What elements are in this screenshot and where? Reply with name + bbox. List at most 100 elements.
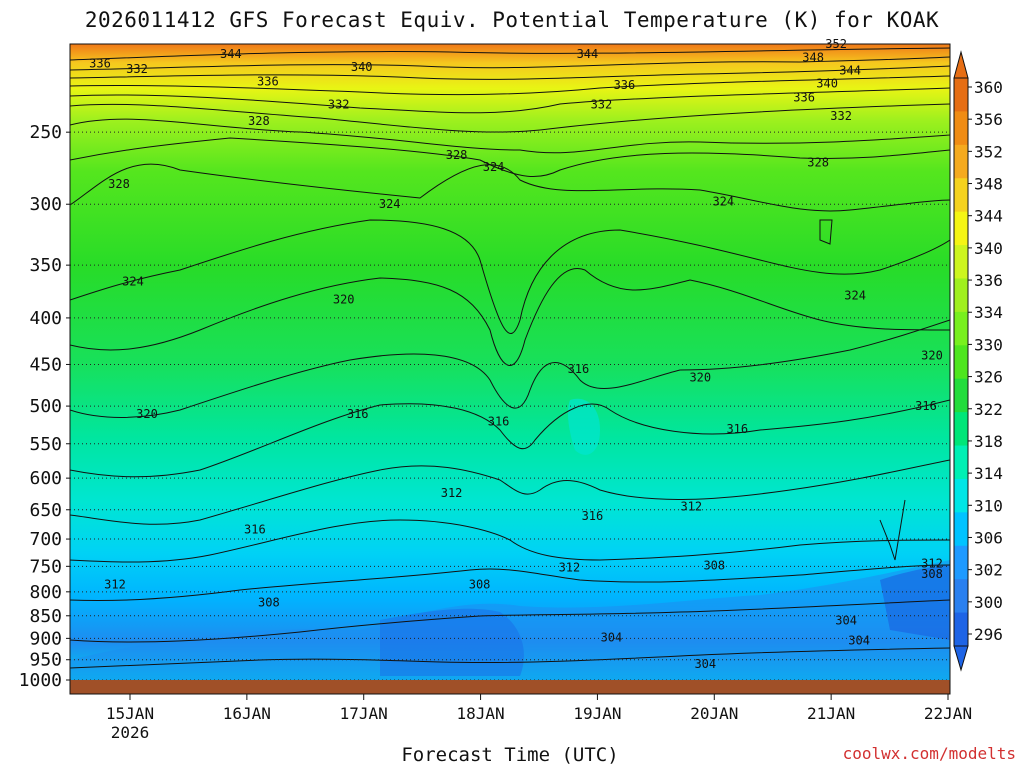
colorbar-swatch: [954, 178, 968, 213]
y-tick-label-500: 500: [29, 396, 62, 417]
contour-label-320: 320: [136, 407, 158, 421]
colorbar-label-360: 360: [974, 78, 1003, 97]
contour-label-316: 316: [582, 509, 604, 523]
colorbar-label-314: 314: [974, 464, 1003, 483]
contour-label-304: 304: [601, 630, 623, 644]
contour-label-336: 336: [257, 75, 279, 89]
watermark-link[interactable]: coolwx.com/modelts: [842, 744, 1016, 763]
contour-label-312: 312: [104, 577, 126, 591]
contour-label-332: 332: [126, 62, 148, 76]
colorbar-label-334: 334: [974, 303, 1003, 322]
contour-label-324: 324: [379, 197, 401, 211]
contour-label-304: 304: [848, 634, 870, 648]
y-tick-label-300: 300: [29, 194, 62, 215]
ground-strip: [70, 680, 950, 694]
x-tick-label-15JAN: 15JAN: [106, 704, 154, 723]
x-tick-sublabel-15JAN: 2026: [111, 723, 150, 742]
colorbar-max-arrow: [953, 50, 969, 79]
colorbar-label-296: 296: [974, 625, 1003, 644]
colorbar-label-318: 318: [974, 432, 1003, 451]
contour-label-332: 332: [591, 97, 613, 111]
contour-label-344: 344: [577, 47, 599, 61]
contour-label-328: 328: [446, 148, 468, 162]
y-tick-label-600: 600: [29, 468, 62, 489]
colorbar-min-arrow: [953, 645, 969, 672]
low-level-pockets: [70, 398, 950, 680]
colorbar-swatch: [954, 211, 968, 246]
contour-label-348: 348: [802, 51, 824, 65]
y-tick-label-900: 900: [29, 628, 62, 649]
x-axis-label: Forecast Time (UTC): [401, 744, 619, 766]
y-axis: 2503003504004505005506006507007508008509…: [19, 122, 70, 691]
colorbar-label-348: 348: [974, 175, 1003, 194]
contour-lines: [70, 47, 950, 669]
contour-label-344: 344: [220, 47, 242, 61]
x-tick-label-21JAN: 21JAN: [807, 704, 855, 723]
colorbar-swatch: [954, 144, 968, 179]
colorbar-label-306: 306: [974, 528, 1003, 547]
colorbar-swatch: [954, 545, 968, 580]
colorbar-frame: [953, 77, 969, 647]
contour-label-308: 308: [703, 558, 725, 572]
colorbar-swatch: [954, 412, 968, 447]
plot-area: [70, 44, 950, 680]
contour-label-320: 320: [333, 293, 355, 307]
contour-label-308: 308: [921, 567, 943, 581]
y-tick-label-850: 850: [29, 606, 62, 627]
y-tick-label-250: 250: [29, 122, 62, 143]
contour-label-324: 324: [712, 195, 734, 209]
colorbar-swatch: [954, 445, 968, 480]
x-tick-label-20JAN: 20JAN: [690, 704, 738, 723]
contour-label-316: 316: [488, 415, 510, 429]
colorbar-label-326: 326: [974, 368, 1003, 387]
contour-label-320: 320: [921, 349, 943, 363]
contour-label-304: 304: [694, 657, 716, 671]
chart-title: 2026011412 GFS Forecast Equiv. Potential…: [84, 8, 940, 32]
x-tick-label-18JAN: 18JAN: [456, 704, 504, 723]
contour-label-320: 320: [689, 370, 711, 384]
y-tick-label-450: 450: [29, 354, 62, 375]
y-tick-label-350: 350: [29, 255, 62, 276]
contour-label-336: 336: [89, 56, 111, 70]
contour-label-324: 324: [122, 275, 144, 289]
colorbar-swatch: [954, 245, 968, 279]
contour-label-332: 332: [830, 109, 852, 123]
contour-label-324: 324: [483, 160, 505, 174]
contour-label-344: 344: [839, 64, 861, 78]
contour-label-336: 336: [793, 91, 815, 105]
x-tick-label-16JAN: 16JAN: [223, 704, 271, 723]
contour-label-340: 340: [351, 60, 373, 74]
colorbar-label-310: 310: [974, 496, 1003, 515]
contour-label-312: 312: [921, 557, 943, 571]
contour-label-316: 316: [244, 522, 266, 536]
contour-label-316: 316: [347, 407, 369, 421]
contour-label-308: 308: [258, 596, 280, 610]
plot-frame: [69, 43, 951, 695]
colorbar-swatch: [954, 311, 968, 346]
contour-label-336: 336: [614, 78, 636, 92]
y-tick-label-650: 650: [29, 500, 62, 521]
colorbar-swatch: [954, 579, 968, 614]
contour-label-316: 316: [726, 422, 748, 436]
colorbar-swatch: [954, 478, 968, 513]
colorbar-label-352: 352: [974, 142, 1003, 161]
colorbar-label-336: 336: [974, 271, 1003, 290]
colorbar-label-344: 344: [974, 207, 1003, 226]
x-tick-label-17JAN: 17JAN: [340, 704, 388, 723]
colorbar-label-322: 322: [974, 400, 1003, 419]
x-tick-label-22JAN: 22JAN: [924, 704, 972, 723]
y-tick-label-800: 800: [29, 582, 62, 603]
contour-label-304: 304: [835, 613, 857, 627]
colorbar-swatch: [954, 78, 968, 112]
y-tick-label-700: 700: [29, 529, 62, 550]
colorbar-swatch: [954, 512, 968, 547]
y-tick-label-1000: 1000: [19, 670, 62, 691]
colorbar-label-330: 330: [974, 335, 1003, 354]
pressure-gridlines: [70, 131, 950, 681]
y-tick-label-750: 750: [29, 556, 62, 577]
contour-label-332: 332: [328, 97, 350, 111]
colorbar-label-302: 302: [974, 561, 1003, 580]
